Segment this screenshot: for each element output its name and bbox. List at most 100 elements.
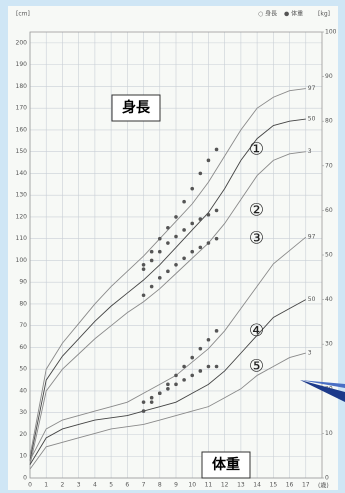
- y-tick-label: 70: [19, 322, 27, 329]
- arrow: [300, 380, 345, 402]
- data-point: [214, 329, 219, 333]
- x-tick-label: 17: [302, 482, 310, 489]
- data-point: [198, 369, 203, 373]
- y2-tick-label: 30: [325, 341, 333, 348]
- x-tick-label: 8: [158, 482, 162, 489]
- series-label: ②: [249, 200, 264, 220]
- data-point: [190, 249, 195, 254]
- percentile-curve: [29, 118, 306, 461]
- percentile-curve: [29, 151, 306, 466]
- data-point: [174, 373, 178, 378]
- data-point: [190, 221, 195, 226]
- y2-tick-label: 10: [325, 430, 333, 437]
- data-point: [166, 226, 170, 230]
- x-tick-label: 5: [109, 482, 113, 489]
- data-point: [149, 284, 154, 289]
- legend-item: ○ 身長: [258, 10, 277, 18]
- data-point: [206, 158, 211, 163]
- data-point: [198, 245, 203, 250]
- data-point: [206, 241, 211, 245]
- y2-tick-label: 80: [325, 118, 333, 125]
- y-tick-label: 200: [16, 39, 28, 46]
- data-point: [214, 147, 219, 152]
- data-point: [166, 382, 170, 387]
- label-box: [111, 94, 161, 122]
- y2-tick-label: 90: [325, 73, 333, 80]
- data-point: [157, 276, 162, 280]
- data-point: [182, 364, 186, 369]
- curve-label: 3: [308, 148, 312, 155]
- data-point: [141, 262, 146, 267]
- x-tick-label: 12: [221, 482, 229, 489]
- y-tick-label: 100: [16, 257, 28, 264]
- x-tick-label: 16: [286, 482, 294, 489]
- y-tick-label: 90: [19, 279, 27, 286]
- data-point: [198, 217, 203, 221]
- data-point: [174, 262, 178, 267]
- x-tick-label: 1: [44, 482, 48, 489]
- plot: 97 50 3 97 50 3 ① ② ③ ④ ⑤: [29, 85, 316, 470]
- y2-tick-label: 100: [325, 29, 337, 36]
- y-tick-label: 120: [16, 213, 28, 220]
- y2-unit: [kg]: [318, 11, 330, 18]
- x-unit: (歳): [318, 482, 329, 490]
- y2-tick-label: 0: [325, 475, 329, 482]
- label-box: [201, 451, 251, 479]
- data-point: [214, 208, 219, 213]
- percentile-curve: [29, 299, 306, 465]
- data-point: [198, 346, 203, 351]
- x-tick-label: 7: [142, 482, 146, 489]
- data-point: [182, 378, 186, 382]
- x-tick-label: 6: [125, 482, 129, 489]
- y-tick-label: 130: [16, 192, 28, 199]
- data-point: [141, 409, 146, 413]
- series-label: ⑤: [249, 357, 264, 377]
- data-point: [174, 382, 178, 387]
- series-label: ④: [249, 321, 264, 341]
- curve-label: 50: [308, 296, 316, 303]
- plot-frame: [29, 31, 323, 479]
- data-point: [190, 186, 195, 191]
- height-label: 身長: [122, 99, 151, 116]
- curve-label: 50: [308, 116, 316, 123]
- grid: 0102030405060708090100110120130140150160…: [16, 29, 337, 489]
- data-point: [174, 234, 178, 239]
- data-point: [157, 236, 162, 241]
- data-point: [149, 249, 154, 254]
- data-point: [166, 387, 170, 391]
- x-tick-label: 11: [205, 482, 213, 489]
- series-label: ①: [249, 139, 264, 159]
- data-point: [190, 373, 195, 378]
- y2-tick-label: 50: [325, 252, 333, 259]
- y-tick-label: 0: [23, 475, 27, 482]
- data-point: [206, 212, 211, 217]
- y-tick-label: 150: [16, 148, 28, 155]
- weight-label: 体重: [212, 456, 240, 473]
- chart-paper: [8, 6, 338, 490]
- y-tick-label: 160: [16, 126, 28, 133]
- data-point: [157, 391, 162, 396]
- y-tick-label: 110: [16, 235, 28, 242]
- data-point: [149, 258, 154, 263]
- data-point: [214, 364, 219, 369]
- data-point: [149, 400, 154, 404]
- y-tick-label: 10: [19, 453, 27, 460]
- y-tick-label: 180: [16, 83, 28, 90]
- x-tick-label: 14: [253, 482, 261, 489]
- arrow: [300, 380, 345, 388]
- data-point: [157, 249, 162, 254]
- curve-label: 97: [308, 234, 316, 241]
- x-tick-label: 4: [93, 482, 97, 489]
- y-tick-label: 170: [16, 105, 28, 112]
- data-point: [166, 241, 170, 245]
- data-point: [190, 355, 195, 360]
- y2-tick-label: 70: [325, 162, 333, 169]
- y-tick-label: 20: [19, 431, 27, 438]
- data-point: [182, 228, 186, 232]
- series-label: ③: [249, 229, 264, 249]
- data-point: [174, 215, 178, 219]
- percentile-curve: [29, 236, 307, 461]
- legend-item: ● 体重: [284, 10, 303, 18]
- data-point: [141, 293, 146, 298]
